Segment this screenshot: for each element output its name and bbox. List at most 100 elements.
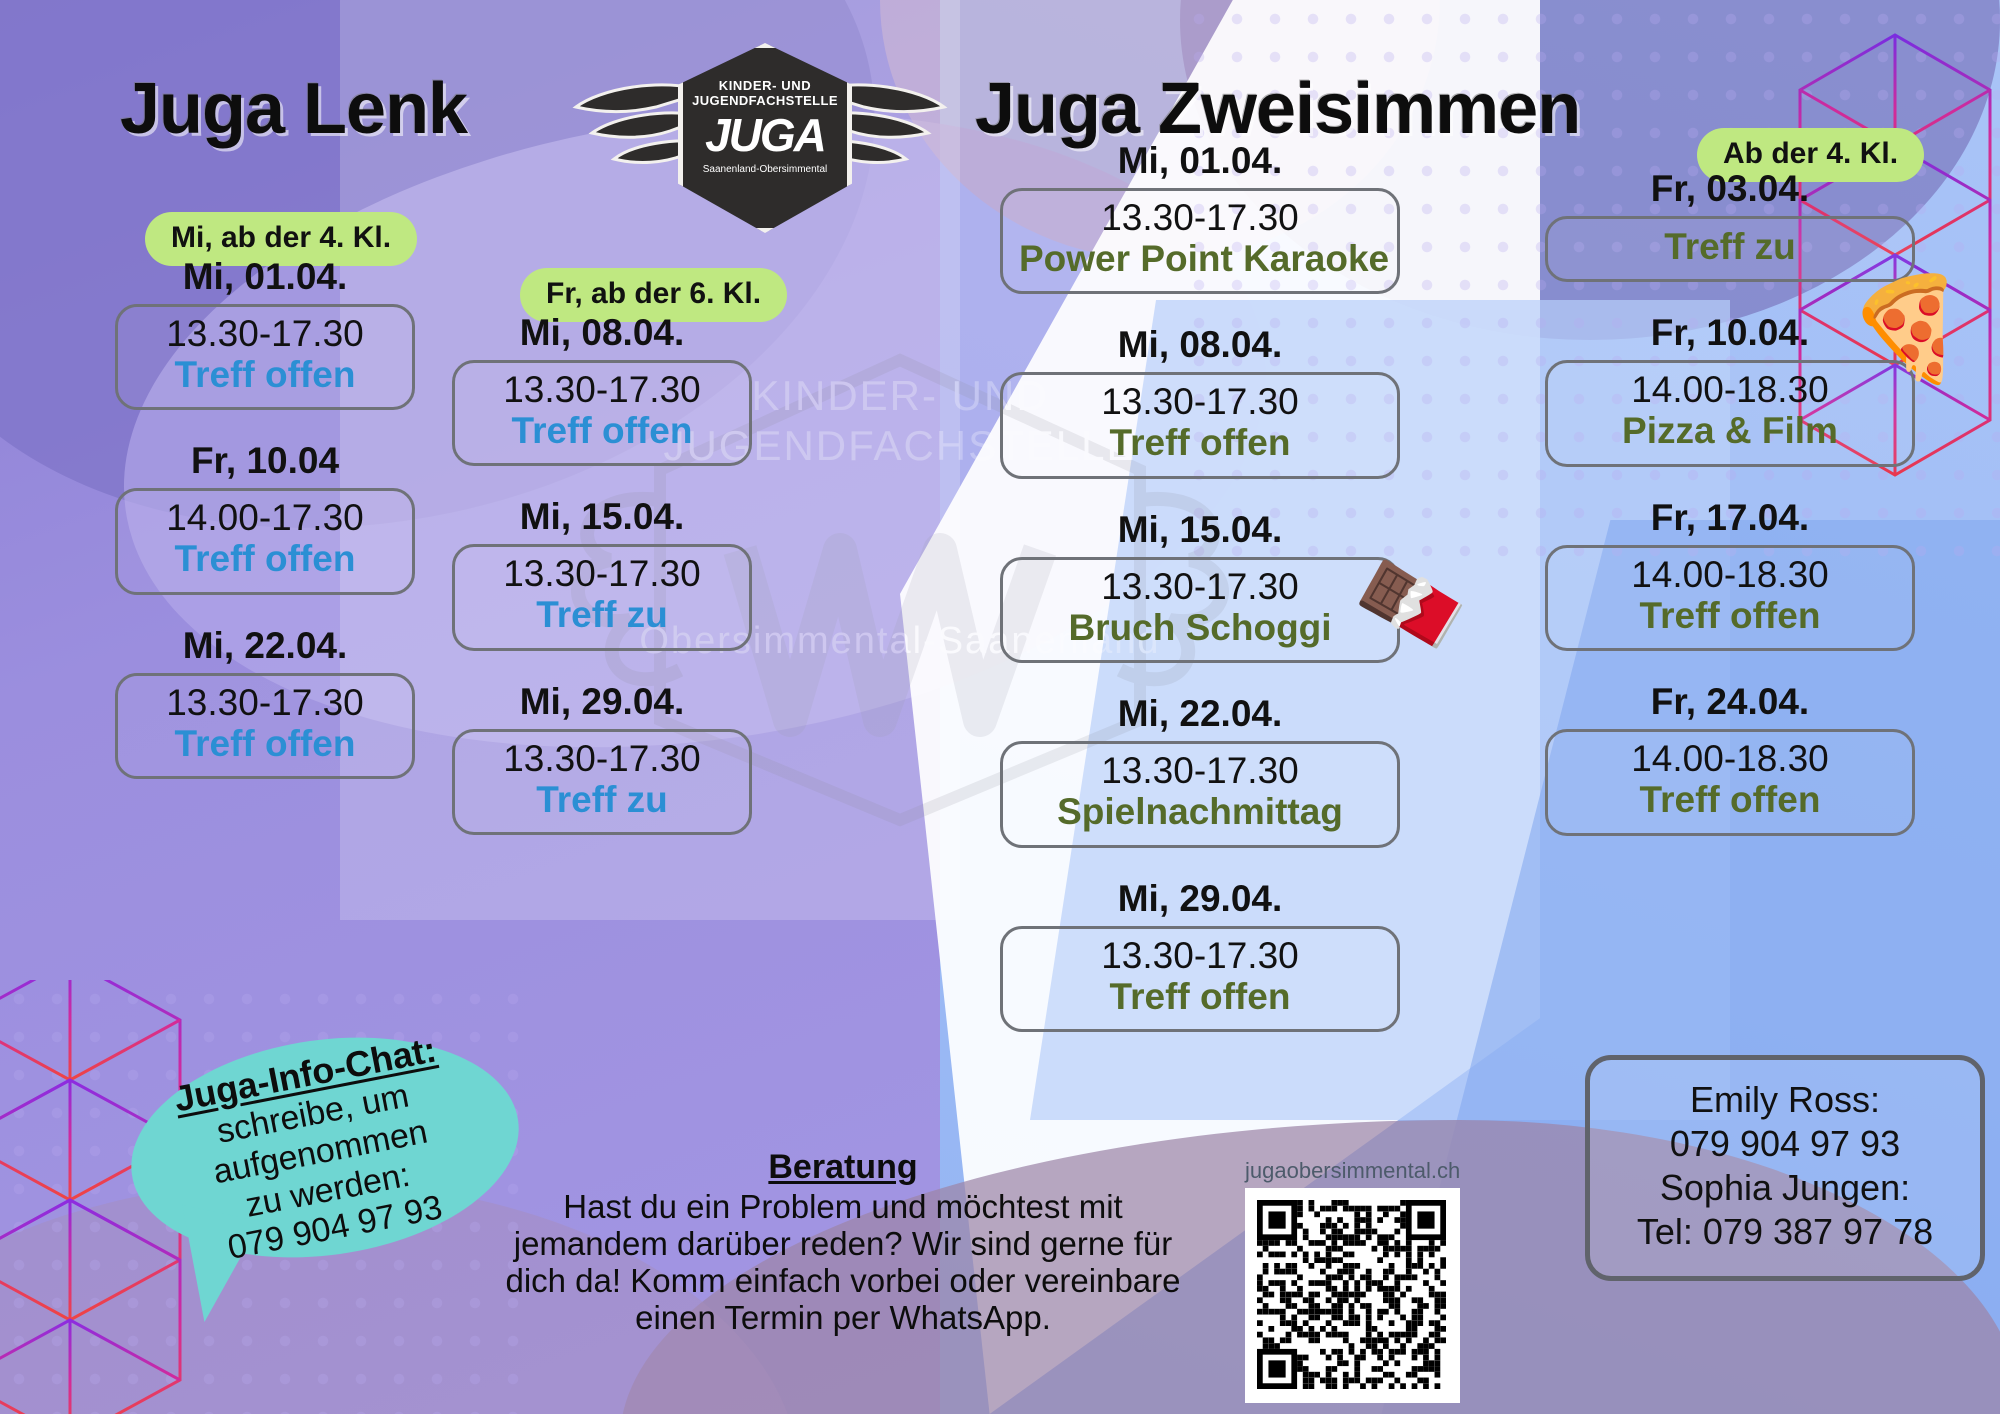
event-entry: Mi, 22.04. 13.30-17.30 Spielnachmittag bbox=[1000, 693, 1400, 848]
event-date: Fr, 10.04 bbox=[190, 440, 340, 482]
event-entry: Mi, 15.04. 13.30-17.30 Bruch Schoggi bbox=[1000, 508, 1400, 664]
event-date: Mi, 01.04. bbox=[182, 256, 348, 297]
event-card: 13.30-17.30 Power Point Karaoke bbox=[1000, 188, 1400, 295]
event-entry: Mi, 29.04. 13.30-17.30 Treff zu bbox=[452, 680, 752, 836]
badge-lenk-wednesday: Mi, ab der 4. Kl. bbox=[145, 212, 418, 266]
event-activity: Pizza & Film bbox=[1622, 410, 1838, 452]
pizza-slice-icon: 🍕 bbox=[1837, 260, 1977, 390]
event-activity: Treff zu bbox=[536, 778, 668, 820]
event-date: Mi, 29.04. bbox=[1117, 877, 1283, 919]
schedule-column-zweisimmen-friday: Fr, 03.04. Treff zu Fr, 10.04. 14.00-18.30 P… bbox=[1545, 168, 1915, 866]
contact-line: Sophia Jungen: bbox=[1659, 1166, 1911, 1208]
event-time: 13.30-17.30 bbox=[166, 681, 364, 723]
event-entry: Fr, 17.04. 14.00-18.30 Treff offen bbox=[1545, 496, 1915, 652]
schedule-column-zweisimmen-wednesday: Mi, 01.04. 13.30-17.30 Power Point Karaoke… bbox=[1000, 140, 1400, 1062]
event-time: 13.30-17.30 bbox=[1101, 750, 1299, 792]
event-date: Mi, 08.04. bbox=[519, 312, 685, 353]
contact-line: Emily Ross: bbox=[1689, 1079, 1881, 1120]
logo-wordmark: JUGA bbox=[705, 109, 827, 161]
contact-line: Tel: 079 387 97 78 bbox=[1636, 1210, 1934, 1252]
event-card: 13.30-17.30 Spielnachmittag bbox=[1000, 741, 1400, 848]
event-activity: Treff zu bbox=[536, 594, 668, 636]
event-date: Mi, 15.04. bbox=[1117, 508, 1283, 550]
event-entry: Mi, 01.04. 13.30-17.30 Treff offen bbox=[115, 256, 415, 411]
event-card: 13.30-17.30 Bruch Schoggi bbox=[1000, 556, 1400, 664]
beratung-body: Hast du ein Problem und möchtest mit jem… bbox=[505, 1188, 1181, 1336]
event-entry: Mi, 15.04. 13.30-17.30 Treff zu bbox=[452, 496, 752, 651]
event-entry: Mi, 22.04. 13.30-17.30 Treff offen bbox=[115, 624, 415, 780]
event-card: 14.00-18.30 Treff offen bbox=[1545, 729, 1915, 836]
website-url: jugaobersimmental.ch bbox=[1245, 1158, 1461, 1183]
event-activity: Treff offen bbox=[1639, 594, 1821, 636]
badge-zweisimmen-grade: Ab der 4. Kl. bbox=[1697, 128, 1925, 182]
event-time: 13.30-17.30 bbox=[1101, 565, 1299, 607]
event-entry: Mi, 29.04. 13.30-17.30 Treff offen bbox=[1000, 878, 1400, 1032]
qr-code[interactable] bbox=[1245, 1188, 1460, 1403]
contact-box: Emily Ross: 079 904 97 93 Sophia Jungen: Te… bbox=[1585, 1055, 1985, 1281]
event-card: 14.00-18.30 Treff offen bbox=[1545, 544, 1915, 652]
event-activity: Treff offen bbox=[1109, 422, 1291, 464]
event-activity: Power Point Karaoke bbox=[1019, 237, 1390, 279]
event-date: Mi, 08.04. bbox=[1117, 324, 1283, 366]
logo-line-1: KINDER- UND bbox=[718, 78, 812, 93]
event-activity: Treff offen bbox=[174, 538, 356, 580]
event-entry: Fr, 10.04 14.00-17.30 Treff offen bbox=[115, 440, 415, 595]
event-entry: Fr, 24.04. 14.00-18.30 Treff offen bbox=[1545, 681, 1915, 836]
event-activity: Treff offen bbox=[174, 722, 356, 764]
event-entry: Fr, 03.04. Treff zu bbox=[1545, 168, 1915, 283]
schedule-column-lenk-wednesday: Mi, 01.04. 13.30-17.30 Treff offen Fr, 10.0… bbox=[115, 256, 415, 809]
juga-logo: KINDER- UND JUGENDFACHSTELLE JUGA Saanen… bbox=[572, 35, 948, 233]
page-title-zweisimmen: Juga Zweisimmen bbox=[975, 69, 1581, 149]
event-date: Mi, 01.04. bbox=[1117, 140, 1283, 181]
event-date: Mi, 22.04. bbox=[1117, 693, 1283, 735]
event-card: 13.30-17.30 Treff zu bbox=[452, 728, 752, 836]
logo-line-2: JUGENDFACHSTELLE bbox=[692, 93, 838, 108]
event-date: Fr, 10.04. bbox=[1650, 312, 1810, 354]
page-title-lenk: Juga Lenk bbox=[120, 69, 468, 149]
logo-region: Saanenland-Obersimmental bbox=[702, 164, 828, 175]
event-time: 13.30-17.30 bbox=[503, 553, 701, 595]
logo-shield: KINDER- UND JUGENDFACHSTELLE JUGA Saanen… bbox=[678, 43, 852, 233]
event-card: 13.30-17.30 Treff zu bbox=[452, 544, 752, 651]
contact-line: 079 904 97 93 bbox=[1669, 1122, 1901, 1164]
event-time: 14.00-17.30 bbox=[166, 497, 364, 539]
event-date: Mi, 22.04. bbox=[182, 624, 348, 666]
event-time: 13.30-17.30 bbox=[503, 737, 701, 779]
event-time: 14.00-18.30 bbox=[1631, 369, 1829, 411]
event-time: 13.30-17.30 bbox=[1101, 381, 1299, 423]
event-entry: Mi, 08.04. 13.30-17.30 Treff offen bbox=[1000, 324, 1400, 479]
event-card: 13.30-17.30 Treff offen bbox=[115, 672, 415, 780]
event-date: Fr, 17.04. bbox=[1650, 496, 1810, 538]
event-time: 13.30-17.30 bbox=[166, 313, 364, 354]
event-activity: Treff zu bbox=[1664, 226, 1796, 267]
beratung-section: Beratung Hast du ein Problem und möchtes… bbox=[498, 1148, 1188, 1337]
schedule-column-lenk-friday: Mi, 08.04. 13.30-17.30 Treff offen Mi, 15.0… bbox=[452, 312, 752, 865]
event-entry: Mi, 01.04. 13.30-17.30 Power Point Karaoke bbox=[1000, 140, 1400, 295]
event-activity: Treff offen bbox=[174, 353, 356, 395]
event-activity: Bruch Schoggi bbox=[1068, 606, 1332, 648]
event-time: 14.00-18.30 bbox=[1631, 738, 1829, 780]
event-card: 13.30-17.30 Treff offen bbox=[452, 360, 752, 467]
event-card: 13.30-17.30 Treff offen bbox=[1000, 372, 1400, 479]
event-date: Mi, 29.04. bbox=[519, 680, 685, 722]
event-card: 14.00-18.30 Pizza & Film bbox=[1545, 360, 1915, 467]
event-card: 14.00-17.30 Treff offen bbox=[115, 488, 415, 595]
qr-section: jugaobersimmental.ch bbox=[1245, 1158, 1460, 1403]
event-time: 13.30-17.30 bbox=[1101, 934, 1299, 976]
event-entry: Mi, 08.04. 13.30-17.30 Treff offen bbox=[452, 312, 752, 467]
event-date: Mi, 15.04. bbox=[519, 496, 685, 538]
event-date: Fr, 03.04. bbox=[1650, 168, 1810, 209]
event-time: 13.30-17.30 bbox=[503, 369, 701, 410]
badge-lenk-friday: Fr, ab der 6. Kl. bbox=[520, 268, 788, 322]
event-activity: Treff offen bbox=[511, 409, 693, 451]
chocolate-bar-icon: 🍫 bbox=[1344, 542, 1478, 668]
event-card: Treff zu bbox=[1545, 216, 1915, 283]
event-date: Fr, 24.04. bbox=[1650, 681, 1810, 723]
event-card: 13.30-17.30 Treff offen bbox=[115, 304, 415, 411]
event-activity: Treff offen bbox=[1109, 975, 1291, 1017]
event-activity: Spielnachmittag bbox=[1057, 791, 1343, 833]
event-time: 13.30-17.30 bbox=[1101, 197, 1299, 238]
event-activity: Treff offen bbox=[1639, 779, 1821, 821]
